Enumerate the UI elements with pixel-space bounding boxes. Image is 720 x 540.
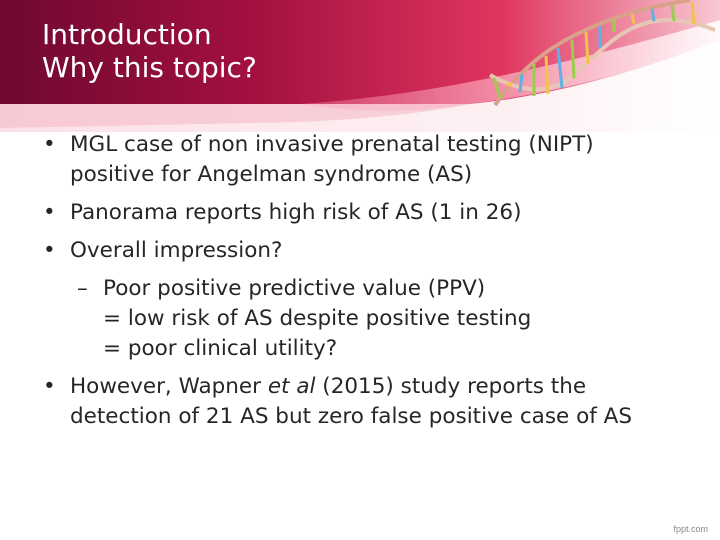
sub-1-line-2: = low risk of AS despite positive testin… <box>103 306 532 331</box>
sub-1-line-1: Poor positive predictive value (PPV) <box>103 276 486 301</box>
list-item: • However, Wapner et al (2015) study rep… <box>40 372 700 432</box>
list-item: • Panorama reports high risk of AS (1 in… <box>40 198 700 228</box>
list-item: • MGL case of non invasive prenatal test… <box>40 130 700 190</box>
bullet-4-post: (2015) study reports the <box>315 374 587 399</box>
bullet-list: • MGL case of non invasive prenatal test… <box>40 130 700 440</box>
dna-helix-icon <box>489 0 716 107</box>
bullet-4-italic: et al <box>267 374 316 399</box>
dna-banner-graphic <box>0 0 720 132</box>
title-line-1: Introduction <box>42 18 212 51</box>
sub-list-item: – Poor positive predictive value (PPV) =… <box>40 274 700 364</box>
bullet-1-line-1: MGL case of non invasive prenatal testin… <box>70 132 594 157</box>
bullet-2: Panorama reports high risk of AS (1 in 2… <box>70 200 522 225</box>
bullet-3: Overall impression? <box>70 238 283 263</box>
bullet-icon: • <box>43 238 56 263</box>
sub-1-line-3: = poor clinical utility? <box>103 336 338 361</box>
bullet-1-line-2: positive for Angelman syndrome (AS) <box>70 162 473 187</box>
bullet-4-line-1: However, Wapner et al (2015) study repor… <box>70 372 700 402</box>
dash-icon: – <box>77 276 88 301</box>
list-item: • Overall impression? <box>40 236 700 266</box>
bullet-icon: • <box>43 200 56 225</box>
bullet-4-pre: However, Wapner <box>70 374 268 399</box>
bullet-icon: • <box>43 374 56 399</box>
header-banner <box>0 0 720 135</box>
title-line-2: Why this topic? <box>42 51 257 84</box>
bullet-4-line-2: detection of 21 AS but zero false positi… <box>70 404 633 429</box>
footer-watermark: fppt.com <box>673 524 708 534</box>
bullet-icon: • <box>43 132 56 157</box>
slide-title: Introduction Why this topic? <box>42 18 257 84</box>
